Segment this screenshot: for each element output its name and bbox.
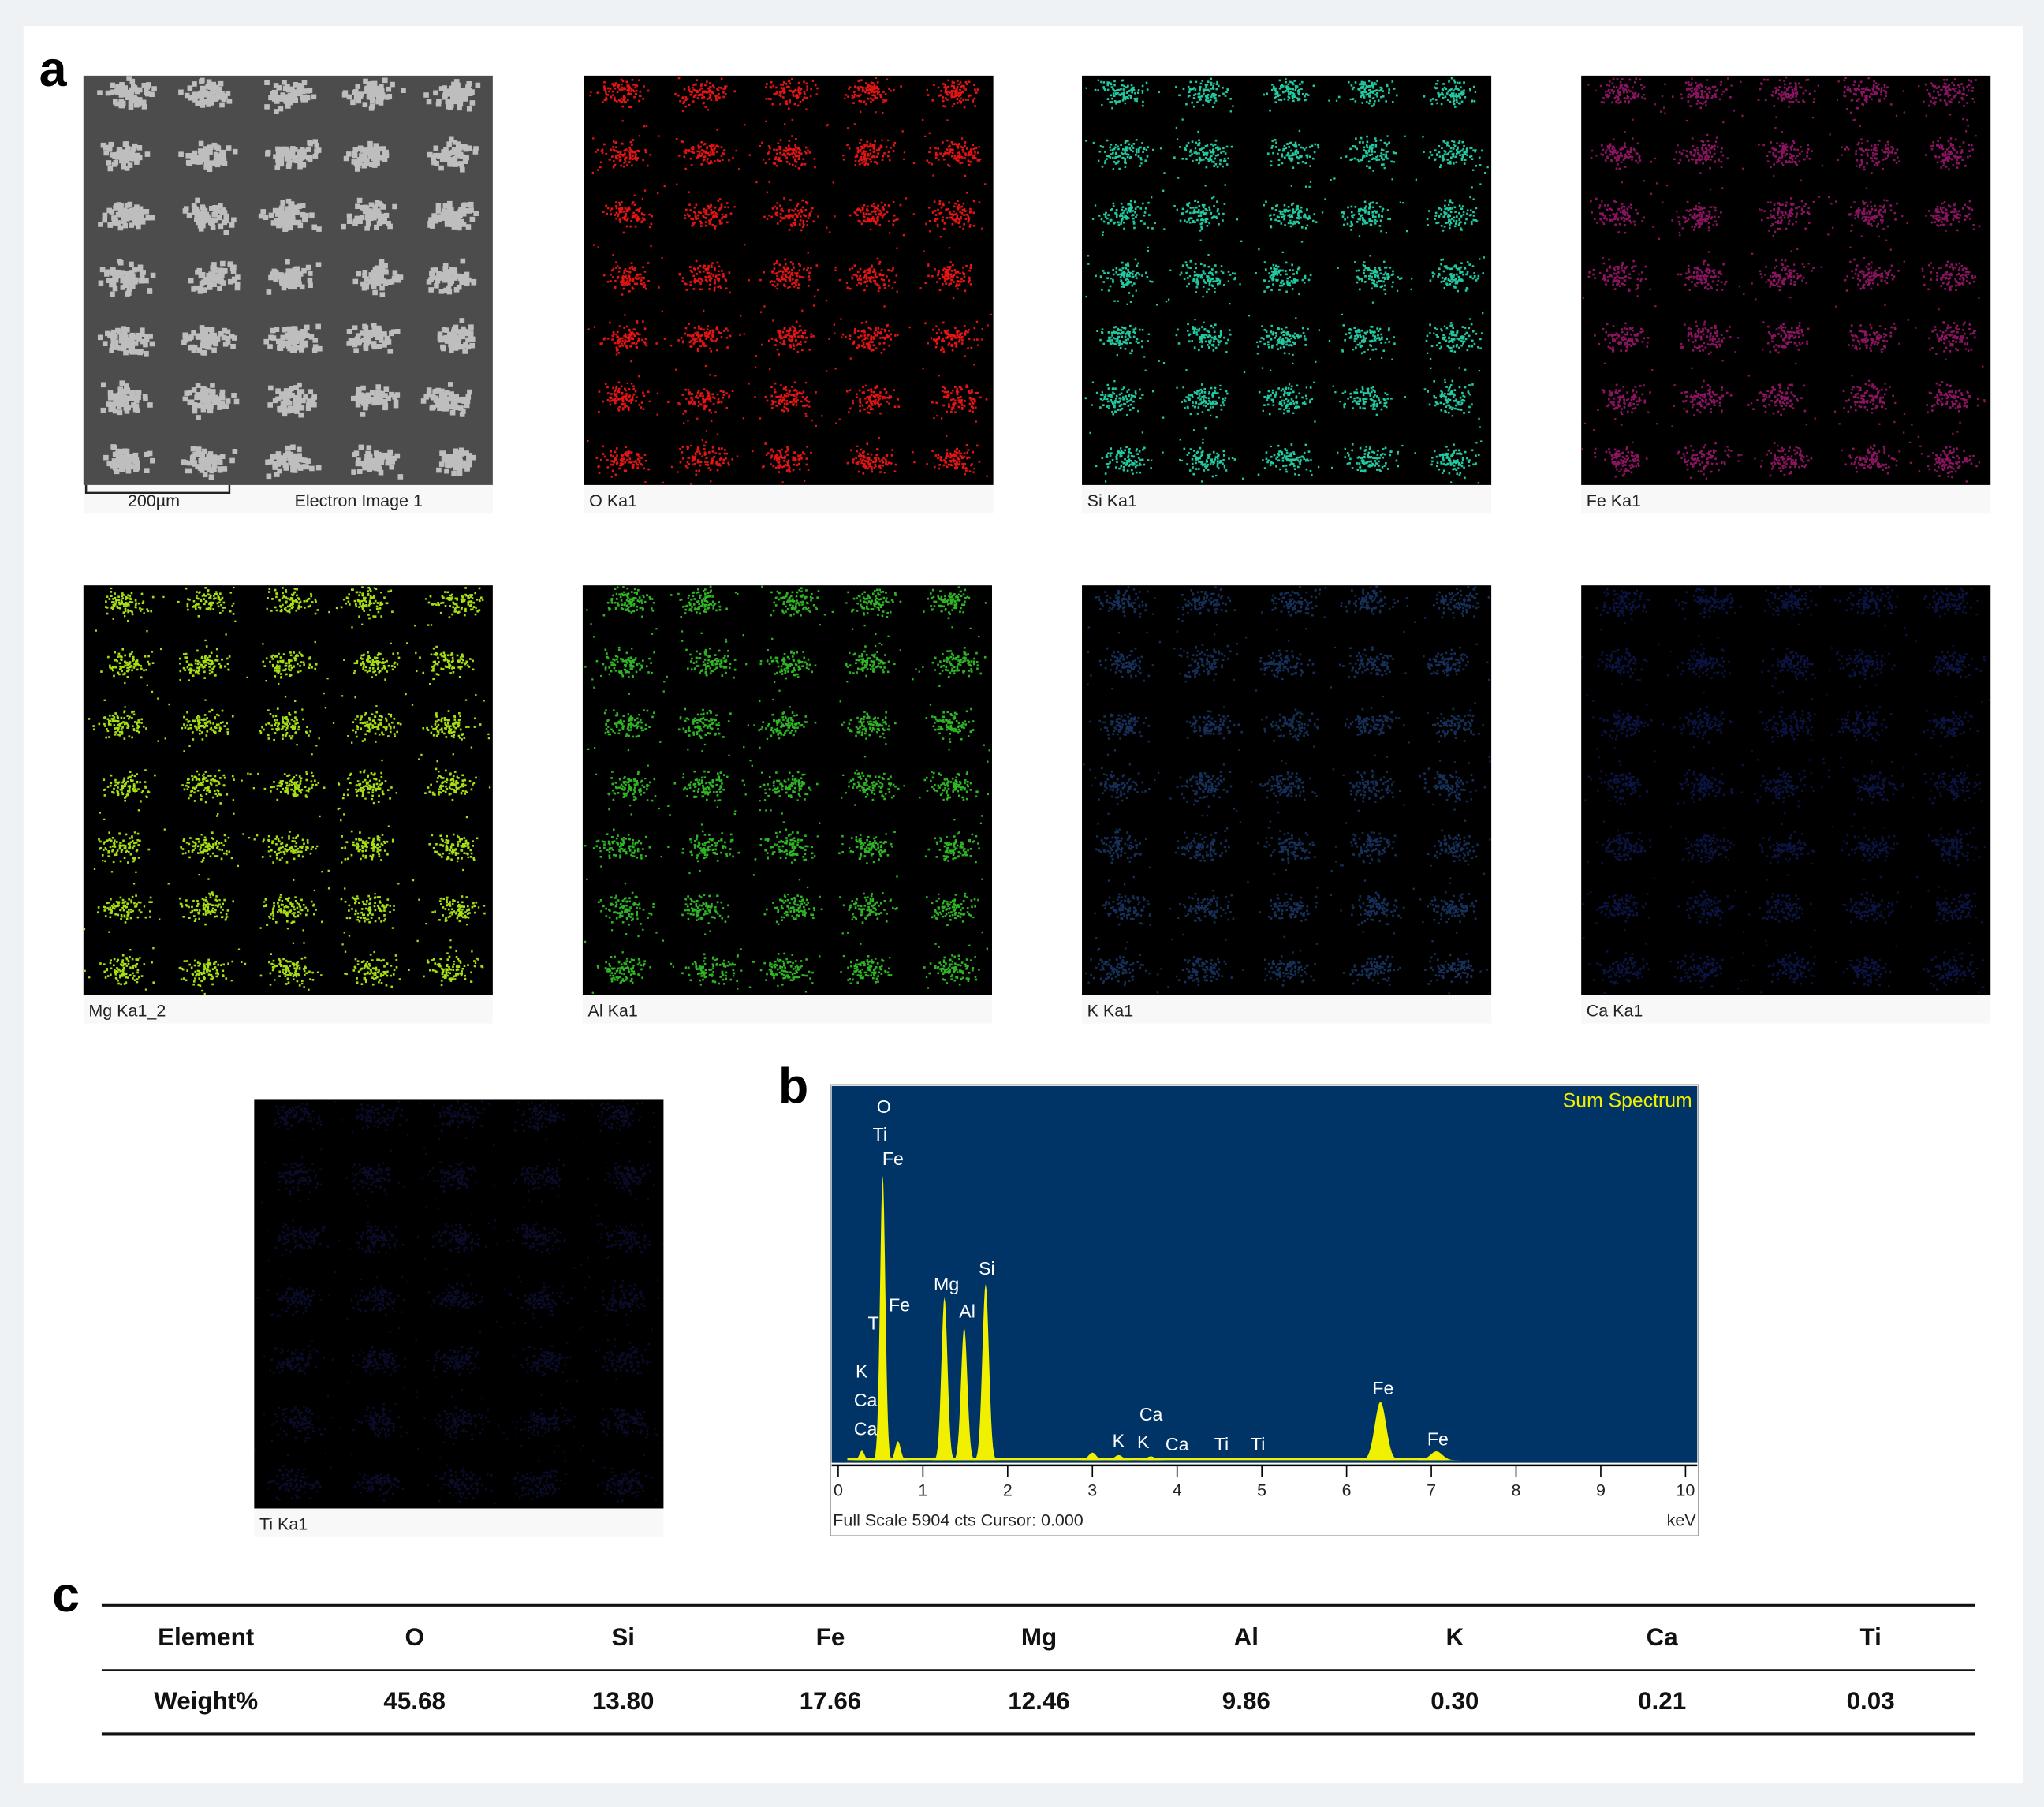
- table-cell: 0.21: [1638, 1687, 1686, 1715]
- peak: [886, 1441, 909, 1461]
- scale-bar: [84, 484, 231, 495]
- peak: [852, 1450, 872, 1461]
- peak: [1133, 1456, 1168, 1461]
- peak-label: Mg: [934, 1274, 959, 1294]
- table-header: Mg: [1021, 1623, 1057, 1651]
- peak: [871, 1175, 893, 1461]
- map-label: Ti Ka1: [259, 1515, 308, 1534]
- map-label: K Ka1: [1087, 1001, 1133, 1020]
- peak: [1358, 1401, 1404, 1461]
- map-texture: [1581, 76, 1986, 483]
- x-axis-label: keV: [1667, 1511, 1697, 1530]
- map-texture: [254, 1099, 663, 1505]
- peak-label: K: [1137, 1432, 1150, 1452]
- table-header: O: [405, 1623, 423, 1651]
- x-tick-label: 2: [1003, 1481, 1013, 1500]
- label-strip: [582, 995, 992, 1024]
- x-tick-label: 4: [1173, 1481, 1182, 1500]
- map-label: Electron Image 1: [295, 491, 423, 510]
- map-background: [1581, 585, 1991, 995]
- peak-label: Ca: [854, 1418, 878, 1439]
- peak-label: Ca: [1139, 1404, 1163, 1424]
- map-label: O Ka1: [589, 491, 637, 510]
- spectrum-footer: Full Scale 5904 cts Cursor: 0.000: [833, 1511, 1083, 1530]
- map-label: Ca Ka1: [1587, 1001, 1643, 1020]
- panel-label: c: [52, 1567, 80, 1622]
- peak: [951, 1327, 977, 1461]
- peak-label: Fe: [882, 1148, 904, 1169]
- plot-area: [831, 1085, 1698, 1463]
- label-strip: [1082, 995, 1492, 1024]
- peak: [1102, 1454, 1136, 1461]
- map-background: [1581, 75, 1991, 485]
- x-tick-label: 1: [918, 1481, 927, 1500]
- table-header: Ca: [1647, 1623, 1679, 1651]
- table-header: Si: [611, 1623, 635, 1651]
- map-label: Si Ka1: [1087, 491, 1137, 510]
- table-cell: 0.03: [1847, 1687, 1895, 1715]
- table-cell: 17.66: [800, 1687, 862, 1715]
- peak: [1412, 1451, 1460, 1461]
- x-tick-label: 9: [1596, 1481, 1606, 1500]
- x-tick-label: 7: [1427, 1481, 1436, 1500]
- peak: [972, 1283, 999, 1461]
- map-texture: [83, 586, 491, 995]
- peak: [932, 1297, 957, 1461]
- peak-label: Ti: [1214, 1434, 1229, 1454]
- peak-label: Si: [979, 1258, 995, 1279]
- peak-label: T: [867, 1313, 878, 1334]
- x-tick-label: 10: [1676, 1481, 1695, 1500]
- table-header: Element: [158, 1623, 255, 1651]
- table-header: Fe: [816, 1623, 845, 1651]
- peak-label: Ti: [873, 1124, 887, 1144]
- label-strip: [254, 1508, 664, 1537]
- table-header: Ti: [1859, 1623, 1881, 1651]
- x-tick-label: 8: [1512, 1481, 1521, 1500]
- panel-label: b: [778, 1058, 808, 1114]
- label-strip: [584, 484, 994, 514]
- table-header: K: [1445, 1623, 1464, 1651]
- x-tick-label: 6: [1342, 1481, 1352, 1500]
- chart-title: Sum Spectrum: [1563, 1090, 1692, 1111]
- label-strip: [1082, 484, 1492, 514]
- table-cell: 45.68: [383, 1687, 446, 1715]
- x-tick-label: 5: [1257, 1481, 1266, 1500]
- map-background: [584, 75, 994, 485]
- peak-label: Fe: [1372, 1378, 1393, 1398]
- map-label: Al Ka1: [588, 1001, 638, 1020]
- table-cell: 0.30: [1430, 1687, 1479, 1715]
- x-tick-label: 0: [834, 1481, 843, 1500]
- scale-bar-label: 200µm: [128, 491, 180, 510]
- map-texture: [584, 585, 990, 994]
- peak-label: Ti: [1251, 1434, 1265, 1454]
- panel-label: a: [39, 42, 68, 97]
- table-cell: 9.86: [1222, 1687, 1270, 1715]
- peak-label: Ca: [1166, 1434, 1189, 1454]
- map-label: Fe Ka1: [1587, 491, 1641, 510]
- map-label: Mg Ka1_2: [88, 1001, 166, 1020]
- table-cell: 12.46: [1008, 1687, 1070, 1715]
- table-cell: Weight%: [154, 1687, 258, 1715]
- peak-label: Fe: [1427, 1429, 1449, 1450]
- peak-label: Fe: [889, 1294, 910, 1315]
- map-texture: [587, 77, 992, 485]
- label-strip: [83, 995, 493, 1024]
- peak-label: K: [856, 1361, 868, 1382]
- label-strip: [1581, 995, 1991, 1024]
- x-tick-label: 3: [1087, 1481, 1097, 1500]
- map-texture: [1084, 77, 1489, 484]
- table-header: Al: [1234, 1623, 1259, 1651]
- peak-label: Ca: [854, 1390, 878, 1410]
- peak: [1076, 1452, 1109, 1461]
- peak-label: Al: [959, 1301, 975, 1322]
- peak-label: O: [877, 1096, 891, 1117]
- label-strip: [83, 484, 493, 514]
- peak-label: K: [1113, 1430, 1125, 1450]
- map-texture: [97, 76, 481, 480]
- map-background: [254, 1099, 664, 1509]
- table-cell: 13.80: [592, 1687, 655, 1715]
- label-strip: [1581, 484, 1991, 514]
